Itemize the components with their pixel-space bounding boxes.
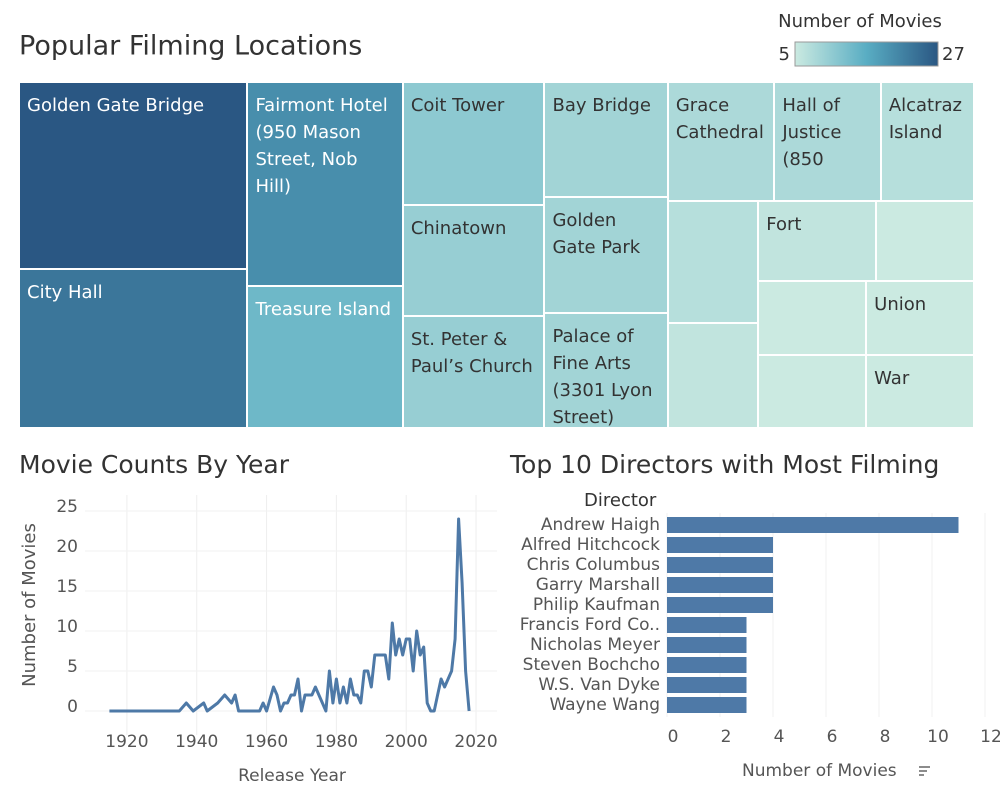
treemap-cell: Chinatown [402, 204, 545, 317]
treemap-cell: Fairmont Hotel (950 Mason Street, Nob Hi… [247, 82, 403, 286]
chart-title: Popular Filming Locations [19, 31, 362, 62]
x-axis-label: Release Year [238, 766, 346, 786]
treemap-cell: Hall of Justice (850 [774, 82, 881, 201]
x-tick-label: 6 [827, 727, 838, 747]
cell-label: Golden Gate Park [552, 210, 641, 259]
legend-ramp [794, 41, 939, 67]
treemap-cell [758, 354, 867, 428]
x-tick-label: 1920 [105, 732, 148, 752]
x-tick-label: 1980 [315, 732, 358, 752]
x-tick-label: 8 [880, 727, 891, 747]
cell-label: City Hall [27, 281, 103, 303]
cell-label: Alcatraz Island [888, 95, 962, 143]
treemap-cell: Palace of Fine Arts (3301 Lyon Street) [544, 312, 668, 428]
legend-min: 5 [779, 44, 790, 65]
chart-title: Movie Counts By Year [19, 450, 290, 479]
y-tick-label: 20 [56, 537, 78, 557]
cell-label: Bay Bridge [552, 95, 651, 116]
cell-label: Fort [766, 213, 802, 235]
treemap: Golden Gate Bridge City Hall Fairmont Hote… [19, 82, 974, 428]
legend-max: 27 [942, 44, 965, 65]
y-tick-label: Andrew Haigh [541, 515, 660, 535]
y-tick-label: Chris Columbus [527, 555, 661, 575]
treemap-cell: Coit Tower [402, 82, 545, 205]
y-tick-label: Wayne Wang [549, 695, 660, 715]
x-tick-label: 2 [721, 727, 732, 747]
y-tick-label: Garry Marshall [536, 575, 660, 595]
x-tick-label: 2000 [385, 732, 428, 752]
cell-label: Union [874, 294, 927, 316]
x-tick-label: 4 [774, 727, 785, 747]
cell-label: Hall of Justice (850 [782, 95, 842, 170]
bar [667, 577, 773, 593]
y-tick-label: 15 [56, 577, 78, 597]
chart-title: Top 10 Directors with Most Filming [509, 450, 939, 479]
y-tick-label: Alfred Hitchcock [521, 535, 660, 555]
y-tick-label: 5 [67, 657, 78, 677]
treemap-cell: Grace Cathedral [667, 82, 775, 201]
bar [667, 557, 773, 573]
treemap-cell [875, 200, 974, 282]
header-label: Director [584, 490, 657, 511]
sort-icon [919, 766, 930, 776]
x-tick-label: 2020 [454, 732, 497, 752]
treemap-cell: City Hall [19, 268, 248, 428]
bar [667, 517, 959, 533]
y-tick-label: 25 [56, 497, 78, 517]
cell-label: Treasure Island [255, 298, 392, 320]
cell-label: St. Peter & Paul’s Church [410, 329, 533, 378]
treemap-cell [758, 281, 867, 355]
treemap-cell: Golden Gate Park [544, 197, 668, 313]
x-tick-label: 0 [668, 727, 679, 747]
cell-label: War [874, 367, 910, 389]
treemap-cell: Alcatraz Island [880, 82, 974, 201]
y-tick-label: Francis Ford Co.. [520, 615, 660, 635]
x-tick-label: 1940 [175, 732, 218, 752]
treemap-cell: War [866, 354, 974, 428]
cell-label: Golden Gate Bridge [27, 95, 205, 116]
cell-label: Coit Tower [410, 95, 505, 116]
bar [667, 677, 747, 693]
treemap-cell: Golden Gate Bridge [19, 82, 248, 269]
x-tick-label: 1960 [245, 732, 288, 752]
treemap-cell: Union [866, 281, 974, 355]
bar [667, 637, 747, 653]
cell-label: Palace of Fine Arts (3301 Lyon Street) [552, 325, 653, 428]
treemap-cell: Fort [758, 200, 876, 282]
y-axis-label: Number of Movies [19, 523, 40, 687]
y-tick-label: 10 [56, 617, 78, 637]
bar [667, 617, 747, 633]
y-tick-label: Steven Bochcho [523, 655, 660, 675]
bar [667, 597, 773, 613]
bar [667, 697, 747, 713]
treemap-cell [667, 323, 759, 428]
bar [667, 537, 773, 553]
y-tick-label: Philip Kaufman [533, 595, 660, 615]
x-tick-label: 12 [980, 727, 1000, 747]
y-tick-label: Nicholas Meyer [530, 635, 660, 655]
treemap-cell: Treasure Island [247, 285, 403, 428]
treemap-cell [667, 200, 759, 324]
cell-label: Grace Cathedral [675, 95, 764, 143]
y-tick-label: W.S. Van Dyke [538, 675, 660, 695]
bar [667, 657, 747, 673]
cell-label: Chinatown [410, 217, 507, 239]
x-tick-label: 10 [927, 727, 949, 747]
x-axis-label: Number of Movies [742, 761, 897, 781]
legend-title: Number of Movies [778, 11, 942, 32]
treemap-cell: Bay Bridge [544, 82, 668, 198]
cell-label: Fairmont Hotel (950 Mason Street, Nob Hi… [255, 95, 388, 197]
treemap-cell: St. Peter & Paul’s Church [402, 316, 545, 428]
y-tick-label: 0 [67, 697, 78, 717]
line [109, 517, 471, 713]
